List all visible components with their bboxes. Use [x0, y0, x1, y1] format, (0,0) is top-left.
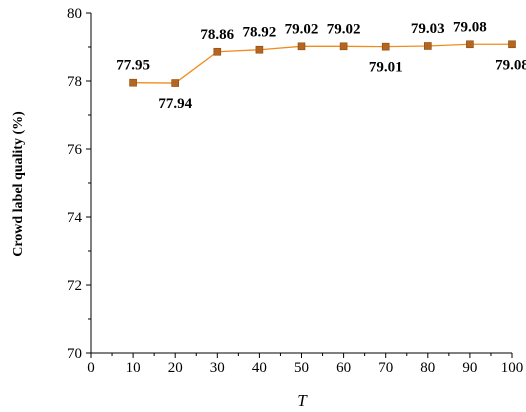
data-point-marker — [171, 79, 179, 87]
data-label: 79.08 — [453, 19, 487, 35]
y-tick-label: 80 — [67, 6, 82, 22]
data-label: 77.94 — [158, 96, 192, 112]
data-point-marker — [466, 40, 474, 49]
y-tick-label: 74 — [67, 210, 83, 226]
data-point-marker — [381, 42, 390, 51]
data-point-marker — [255, 45, 264, 54]
data-label: 79.03 — [411, 21, 445, 37]
y-tick-label: 72 — [67, 278, 82, 294]
data-point-marker — [339, 42, 348, 51]
y-tick-label: 76 — [67, 142, 83, 158]
data-point-marker — [508, 40, 516, 49]
data-label: 77.95 — [116, 58, 150, 74]
data-label: 79.08 — [495, 57, 526, 73]
data-point-marker — [213, 47, 222, 56]
x-axis-title: T — [297, 391, 308, 410]
x-tick-label: 70 — [378, 360, 393, 376]
data-label: 79.02 — [327, 21, 361, 37]
data-label: 79.02 — [285, 21, 319, 37]
x-tick-label: 80 — [420, 360, 435, 376]
series — [129, 40, 516, 87]
series-line — [133, 43, 512, 84]
x-tick-label: 90 — [462, 360, 477, 376]
x-tick-label: 50 — [294, 360, 309, 376]
y-axis-title: Crowd label quality (%) — [11, 111, 26, 257]
data-point-marker — [423, 42, 432, 50]
data-label: 78.92 — [243, 25, 277, 41]
x-tick-label: 40 — [252, 360, 267, 376]
x-tick-label: 20 — [168, 360, 183, 376]
x-tick-label: 30 — [210, 360, 225, 376]
x-tick-label: 0 — [87, 360, 95, 376]
ticks: 0 10 20 30 40 50 60 70 80 90 100 70 72 74 76 78 80 — [67, 6, 523, 376]
x-tick-label: 10 — [126, 360, 141, 376]
x-tick-label: 60 — [336, 360, 351, 376]
data-labels: 77.95 77.94 78.86 78.92 79.02 79.02 79.01 79.03… — [116, 19, 526, 112]
y-tick-label: 78 — [67, 74, 82, 90]
x-tick-label: 100 — [501, 360, 524, 376]
data-label: 78.86 — [200, 27, 234, 43]
y-tick-label: 70 — [67, 346, 82, 362]
axes — [90, 13, 512, 354]
data-point-marker — [129, 78, 137, 87]
data-point-marker — [297, 42, 306, 51]
data-label: 79.01 — [369, 60, 403, 76]
